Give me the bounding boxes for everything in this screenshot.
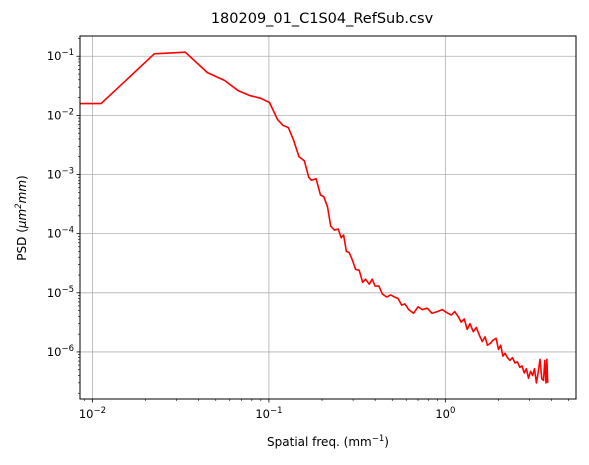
x-axis-label-text: Spatial freq. (mm xyxy=(267,435,372,449)
x-tick-label: 100 xyxy=(435,406,455,421)
x-axis-label: Spatial freq. (mm−1) xyxy=(267,434,389,449)
y-axis-label-close: ) xyxy=(15,175,29,180)
y-axis-label: PSD (μm2mm) xyxy=(14,175,29,260)
y-tick-label: 10−2 xyxy=(47,107,74,122)
y-tick-label: 10−4 xyxy=(47,226,74,241)
plot-series xyxy=(80,51,549,384)
plot-frame xyxy=(79,35,577,400)
y-axis-ticks: 10−6 10−5 10−4 10−3 10−2 10−1 xyxy=(47,38,80,394)
chart-title: 180209_01_C1S04_RefSub.csv xyxy=(211,11,434,27)
y-tick-label: 10−6 xyxy=(47,344,74,359)
y-axis-label-exponent: 2 xyxy=(14,203,24,208)
psd-series-line xyxy=(80,51,549,384)
grid-lines xyxy=(80,36,576,399)
y-tick-label: 10−5 xyxy=(47,285,74,300)
y-tick-label: 10−3 xyxy=(47,167,74,182)
y-axis-label-unit: μm xyxy=(15,209,29,229)
y-tick-label: 10−1 xyxy=(47,48,74,63)
x-tick-label: 10−2 xyxy=(79,406,106,421)
x-axis-label-exponent: −1 xyxy=(372,434,385,444)
x-axis-label-close: ) xyxy=(384,435,389,449)
x-tick-label: 10−1 xyxy=(255,406,282,421)
y-axis-label-unit2: mm xyxy=(15,180,29,203)
x-axis-ticks: 10−2 10−1 100 xyxy=(79,399,569,421)
y-axis-label-text: PSD ( xyxy=(15,228,29,261)
